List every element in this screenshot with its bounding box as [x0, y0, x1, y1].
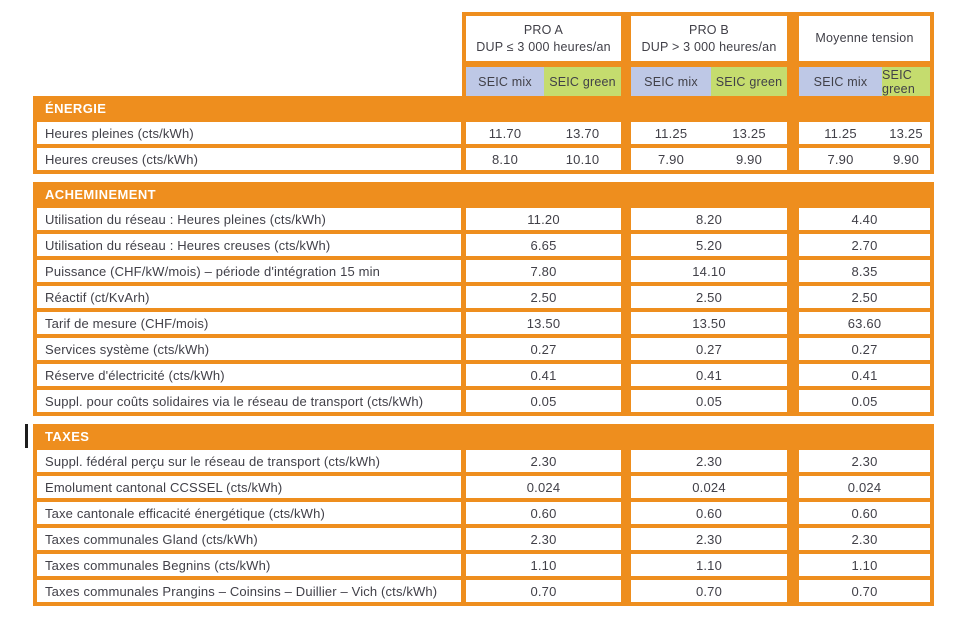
value-cell: 2.30 — [799, 528, 930, 550]
row-label: Utilisation du réseau : Heures creuses (… — [37, 234, 461, 256]
value-cell: 2.50 — [466, 286, 621, 308]
value-cell: 0.70 — [631, 580, 787, 602]
column-group-header: PRO A DUP ≤ 3 000 heures/an PRO B DUP > … — [462, 12, 934, 96]
group-title-line1: PRO B — [689, 22, 729, 37]
value-cell: 11.25 — [631, 122, 711, 144]
value-cell: 13.70 — [544, 122, 621, 144]
value-cell: 8.20 — [631, 208, 787, 230]
row-label: Heures pleines (cts/kWh) — [37, 122, 461, 144]
row-label: Suppl. fédéral perçu sur le réseau de tr… — [37, 450, 461, 472]
row-label: Taxes communales Gland (cts/kWh) — [37, 528, 461, 550]
value-cell: 7.90 — [799, 148, 882, 170]
value-cell: 2.50 — [631, 286, 787, 308]
group-header-pro-b: PRO B DUP > 3 000 heures/an — [631, 16, 787, 61]
value-cell: 0.024 — [799, 476, 930, 498]
row-label: Heures creuses (cts/kWh) — [37, 148, 461, 170]
value-cell: 6.65 — [466, 234, 621, 256]
value-cell: 0.27 — [466, 338, 621, 360]
value-cell: 13.25 — [711, 122, 787, 144]
value-cell: 2.30 — [466, 528, 621, 550]
value-cell: 2.30 — [466, 450, 621, 472]
value-cell: 63.60 — [799, 312, 930, 334]
value-cell: 0.41 — [466, 364, 621, 386]
section-energie: ÉNERGIE Heures pleines (cts/kWh) 11.70 13.7… — [33, 96, 934, 174]
group-header-moyenne-tension: Moyenne tension — [799, 16, 930, 61]
value-cell: 2.70 — [799, 234, 930, 256]
value-cell: 0.41 — [631, 364, 787, 386]
subheader-seic-mix: SEIC mix — [799, 67, 882, 96]
value-cell: 5.20 — [631, 234, 787, 256]
value-cell: 10.10 — [544, 148, 621, 170]
row-label: Taxe cantonale efficacité énergétique (c… — [37, 502, 461, 524]
value-cell: 0.05 — [466, 390, 621, 412]
value-cell: 11.20 — [466, 208, 621, 230]
value-cell: 13.50 — [466, 312, 621, 334]
value-cell: 13.25 — [882, 122, 930, 144]
value-cell: 1.10 — [631, 554, 787, 576]
row-label: Emolument cantonal CCSSEL (cts/kWh) — [37, 476, 461, 498]
value-cell: 11.70 — [466, 122, 544, 144]
value-cell: 13.50 — [631, 312, 787, 334]
value-cell: 7.90 — [631, 148, 711, 170]
section-title-acheminement: ACHEMINEMENT — [45, 186, 156, 202]
subheader-seic-green: SEIC green — [544, 67, 621, 96]
value-cell: 7.80 — [466, 260, 621, 282]
group-title-line2: DUP ≤ 3 000 heures/an — [476, 39, 611, 54]
value-cell: 0.27 — [631, 338, 787, 360]
row-label: Taxes communales Prangins – Coinsins – D… — [37, 580, 461, 602]
value-cell: 2.30 — [631, 450, 787, 472]
row-label: Puissance (CHF/kW/mois) – période d'inté… — [37, 260, 461, 282]
value-cell: 0.05 — [631, 390, 787, 412]
value-cell: 0.60 — [631, 502, 787, 524]
value-cell: 11.25 — [799, 122, 882, 144]
group-title-line2: DUP > 3 000 heures/an — [641, 39, 777, 54]
sections-container: ÉNERGIE Heures pleines (cts/kWh) 11.70 13.7… — [0, 96, 962, 606]
value-cell: 14.10 — [631, 260, 787, 282]
value-cell: 0.70 — [799, 580, 930, 602]
subheader-seic-green: SEIC green — [882, 67, 930, 96]
value-cell: 4.40 — [799, 208, 930, 230]
section-title-energie: ÉNERGIE — [45, 100, 107, 116]
row-label: Réserve d'électricité (cts/kWh) — [37, 364, 461, 386]
section-acheminement: ACHEMINEMENT Utilisation du réseau : Heur… — [33, 182, 934, 416]
value-cell: 0.024 — [631, 476, 787, 498]
value-cell: 2.30 — [799, 450, 930, 472]
row-label: Réactif (ct/KvArh) — [37, 286, 461, 308]
group-title-line1: Moyenne tension — [815, 31, 914, 46]
section-taxes: TAXES Suppl. fédéral perçu sur le réseau … — [25, 424, 934, 606]
value-cell: 0.05 — [799, 390, 930, 412]
value-cell: 0.024 — [466, 476, 621, 498]
black-mark — [25, 424, 28, 448]
value-cell: 2.30 — [631, 528, 787, 550]
value-cell: 0.41 — [799, 364, 930, 386]
group-header-pro-a: PRO A DUP ≤ 3 000 heures/an — [466, 16, 621, 61]
row-label: Tarif de mesure (CHF/mois) — [37, 312, 461, 334]
value-cell: 0.60 — [466, 502, 621, 524]
value-cell: 9.90 — [882, 148, 930, 170]
value-cell: 0.27 — [799, 338, 930, 360]
value-cell: 0.70 — [466, 580, 621, 602]
value-cell: 1.10 — [799, 554, 930, 576]
value-cell: 8.35 — [799, 260, 930, 282]
row-label: Utilisation du réseau : Heures pleines (… — [37, 208, 461, 230]
row-label: Taxes communales Begnins (cts/kWh) — [37, 554, 461, 576]
row-label: Suppl. pour coûts solidaires via le rése… — [37, 390, 461, 412]
value-cell: 1.10 — [466, 554, 621, 576]
section-title-taxes: TAXES — [25, 424, 930, 448]
value-cell: 9.90 — [711, 148, 787, 170]
subheader-seic-green: SEIC green — [711, 67, 787, 96]
value-cell: 2.50 — [799, 286, 930, 308]
group-title-line1: PRO A — [523, 22, 564, 37]
subheader-seic-mix: SEIC mix — [466, 67, 544, 96]
subheader-seic-mix: SEIC mix — [631, 67, 711, 96]
value-cell: 0.60 — [799, 502, 930, 524]
row-label: Services système (cts/kWh) — [37, 338, 461, 360]
value-cell: 8.10 — [466, 148, 544, 170]
